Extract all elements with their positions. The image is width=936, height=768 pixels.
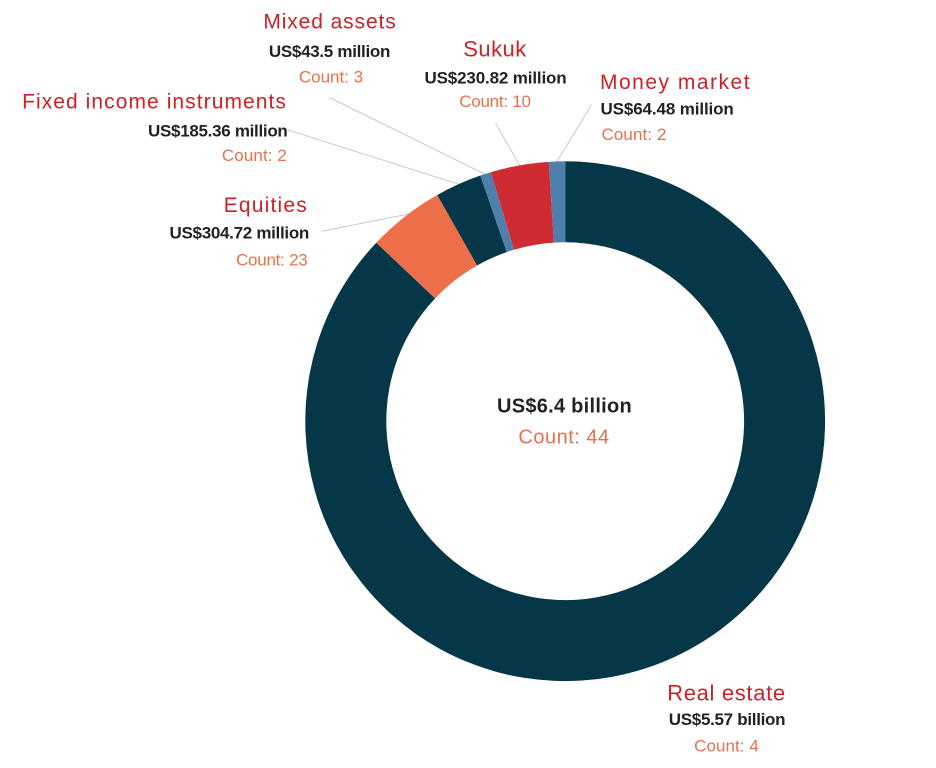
svg-text:US$6.4 billion: US$6.4 billion [497, 396, 632, 418]
svg-text:Count: 10: Count: 10 [459, 92, 530, 111]
svg-text:Money market: Money market [600, 71, 751, 94]
svg-text:Count: 2: Count: 2 [222, 146, 287, 165]
svg-text:Mixed assets: Mixed assets [263, 11, 396, 34]
svg-text:US$185.36 million: US$185.36 million [148, 122, 287, 141]
svg-text:Sukuk: Sukuk [463, 37, 527, 62]
svg-text:Count: 44: Count: 44 [518, 427, 609, 449]
svg-text:Count: 2: Count: 2 [602, 125, 667, 144]
svg-text:US$5.57 billion: US$5.57 billion [669, 710, 785, 729]
svg-text:Real estate: Real estate [667, 681, 786, 706]
svg-text:Equities: Equities [224, 194, 308, 217]
svg-text:US$230.82 million: US$230.82 million [424, 69, 566, 88]
svg-text:Count: 3: Count: 3 [299, 68, 363, 87]
svg-text:US$304.72 million: US$304.72 million [170, 224, 309, 243]
svg-text:US$43.5 million: US$43.5 million [269, 42, 390, 61]
svg-text:Fixed income instruments: Fixed income instruments [22, 91, 287, 114]
svg-text:Count: 23: Count: 23 [236, 251, 307, 270]
svg-text:US$64.48 million: US$64.48 million [601, 100, 734, 119]
svg-text:Count: 4: Count: 4 [694, 737, 759, 756]
